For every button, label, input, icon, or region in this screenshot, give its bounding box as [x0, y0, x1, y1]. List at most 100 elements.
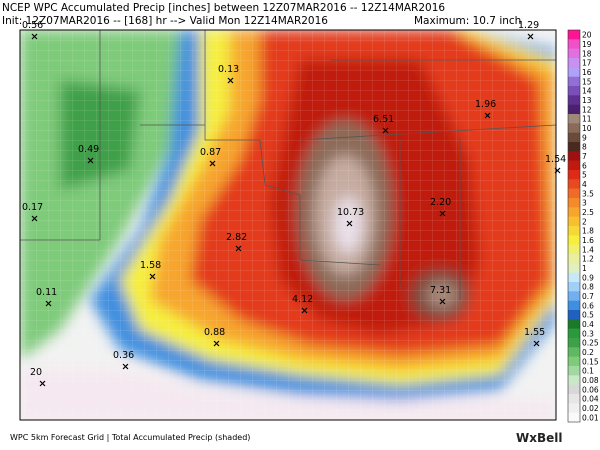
colorbar-label: 12 — [582, 105, 592, 114]
point-marker — [439, 298, 446, 305]
colorbar-label: 0.4 — [582, 320, 594, 329]
colorbar-swatch — [568, 263, 580, 273]
point-label: 0.17 — [22, 202, 43, 213]
colorbar-swatch — [568, 366, 580, 376]
point-label: 7.31 — [430, 285, 451, 296]
colorbar-label: 2.5 — [582, 208, 594, 217]
point-marker — [227, 77, 234, 84]
colorbar-swatch — [568, 151, 580, 161]
colorbar-swatch — [568, 95, 580, 105]
point-label: 1.58 — [140, 260, 161, 271]
point-label: 2.82 — [226, 232, 247, 243]
point-label: 1.29 — [518, 20, 539, 31]
colorbar-swatch — [568, 319, 580, 329]
colorbar-swatch — [568, 179, 580, 189]
point-marker — [301, 307, 308, 314]
point-marker — [213, 340, 220, 347]
point-marker — [439, 210, 446, 217]
colorbar-swatch — [568, 86, 580, 96]
colorbar-label: 0.04 — [582, 395, 599, 404]
colorbar-label: 0.25 — [582, 339, 599, 348]
maximum-label: Maximum: 10.7 inch — [414, 15, 521, 27]
point-label: 0.88 — [204, 327, 225, 338]
colorbar-label: 14 — [582, 87, 592, 96]
point-label: 1.96 — [475, 99, 496, 110]
point-marker — [122, 363, 129, 370]
point-marker — [527, 33, 534, 40]
point-marker — [235, 245, 242, 252]
colorbar-label: 10 — [582, 124, 592, 133]
point-label: 0.13 — [218, 64, 239, 75]
point-label: 0.36 — [113, 350, 134, 361]
colorbar-swatch — [568, 188, 580, 199]
footer-caption: WPC 5km Forecast Grid | Total Accumulate… — [10, 433, 250, 442]
colorbar-label: 17 — [582, 59, 592, 68]
colorbar-swatch — [568, 328, 580, 339]
colorbar-label: 8 — [582, 143, 587, 152]
colorbar-label: 4 — [582, 180, 587, 189]
colorbar-swatch — [568, 198, 580, 208]
colorbar-swatch — [568, 76, 580, 87]
point-marker — [554, 167, 561, 174]
brand: WxBell — [516, 431, 563, 445]
point-label: 6.51 — [373, 114, 394, 125]
point-label: 10.73 — [337, 207, 364, 218]
colorbar-swatch — [568, 114, 580, 124]
colorbar-swatch — [568, 226, 580, 236]
colorbar-frame — [567, 29, 581, 423]
colorbar-swatch — [568, 338, 580, 348]
colorbar-swatch — [568, 384, 580, 395]
colorbar-swatch — [568, 403, 580, 413]
colorbar-label: 1.8 — [582, 227, 594, 236]
point-marker — [149, 273, 156, 280]
colorbar-swatch — [568, 375, 580, 385]
point-marker — [484, 112, 491, 119]
colorbar-label: 19 — [582, 40, 592, 49]
point-marker — [39, 380, 46, 387]
colorbar-label: 0.7 — [582, 292, 594, 301]
colorbar-label: 0.3 — [582, 329, 594, 338]
point-marker — [382, 127, 389, 134]
colorbar-swatch — [568, 272, 580, 283]
point-marker — [31, 215, 38, 222]
point-marker — [209, 160, 216, 167]
point-label: 1.54 — [545, 154, 566, 165]
colorbar-label: 1.2 — [582, 255, 594, 264]
colorbar-label: 1.6 — [582, 236, 594, 245]
colorbar-label: 2 — [582, 217, 587, 226]
colorbar-label: 11 — [582, 115, 592, 124]
colorbar-swatch — [568, 412, 580, 423]
colorbar-label: 1.4 — [582, 245, 594, 254]
colorbar-label: 0.6 — [582, 301, 594, 310]
point-label: 1.55 — [524, 327, 545, 338]
point-label: 0.49 — [78, 144, 99, 155]
colorbar-swatch — [568, 244, 580, 255]
colorbar-label: 18 — [582, 49, 592, 58]
header-line: NCEP WPC Accumulated Precip [inches] bet… — [2, 2, 445, 14]
colorbar-swatch — [568, 207, 580, 217]
colorbar-label: 0.1 — [582, 367, 594, 376]
colorbar-label: 0.02 — [582, 404, 599, 413]
point-marker — [45, 300, 52, 307]
colorbar-swatch — [568, 356, 580, 367]
colorbar-label: 0.06 — [582, 385, 599, 394]
colorbar-label: 3 — [582, 199, 587, 208]
colorbar-swatch — [568, 310, 580, 320]
colorbar-swatch — [568, 104, 580, 115]
station-points: 0.56 1.29 0.13 0.49 0.87 6.51 1.96 1.54 0.17 10.7… — [22, 20, 566, 387]
colorbar-swatch — [568, 300, 580, 311]
colorbar-label: 7 — [582, 152, 587, 161]
colorbar-label: 9 — [582, 133, 587, 142]
colorbar-swatch — [568, 39, 580, 49]
colorbar-swatch — [568, 235, 580, 245]
colorbar-swatch — [568, 48, 580, 59]
colorbar-label: 0.9 — [582, 273, 594, 282]
colorbar-swatch — [568, 123, 580, 133]
point-marker — [346, 220, 353, 227]
colorbar-label: 0.15 — [582, 357, 599, 366]
header-line: Init: 12Z07MAR2016 -- [168] hr --> Valid… — [2, 15, 328, 27]
colorbar-label: 1 — [582, 264, 587, 273]
point-label: 0.11 — [36, 287, 57, 298]
colorbar-label: 13 — [582, 96, 592, 105]
